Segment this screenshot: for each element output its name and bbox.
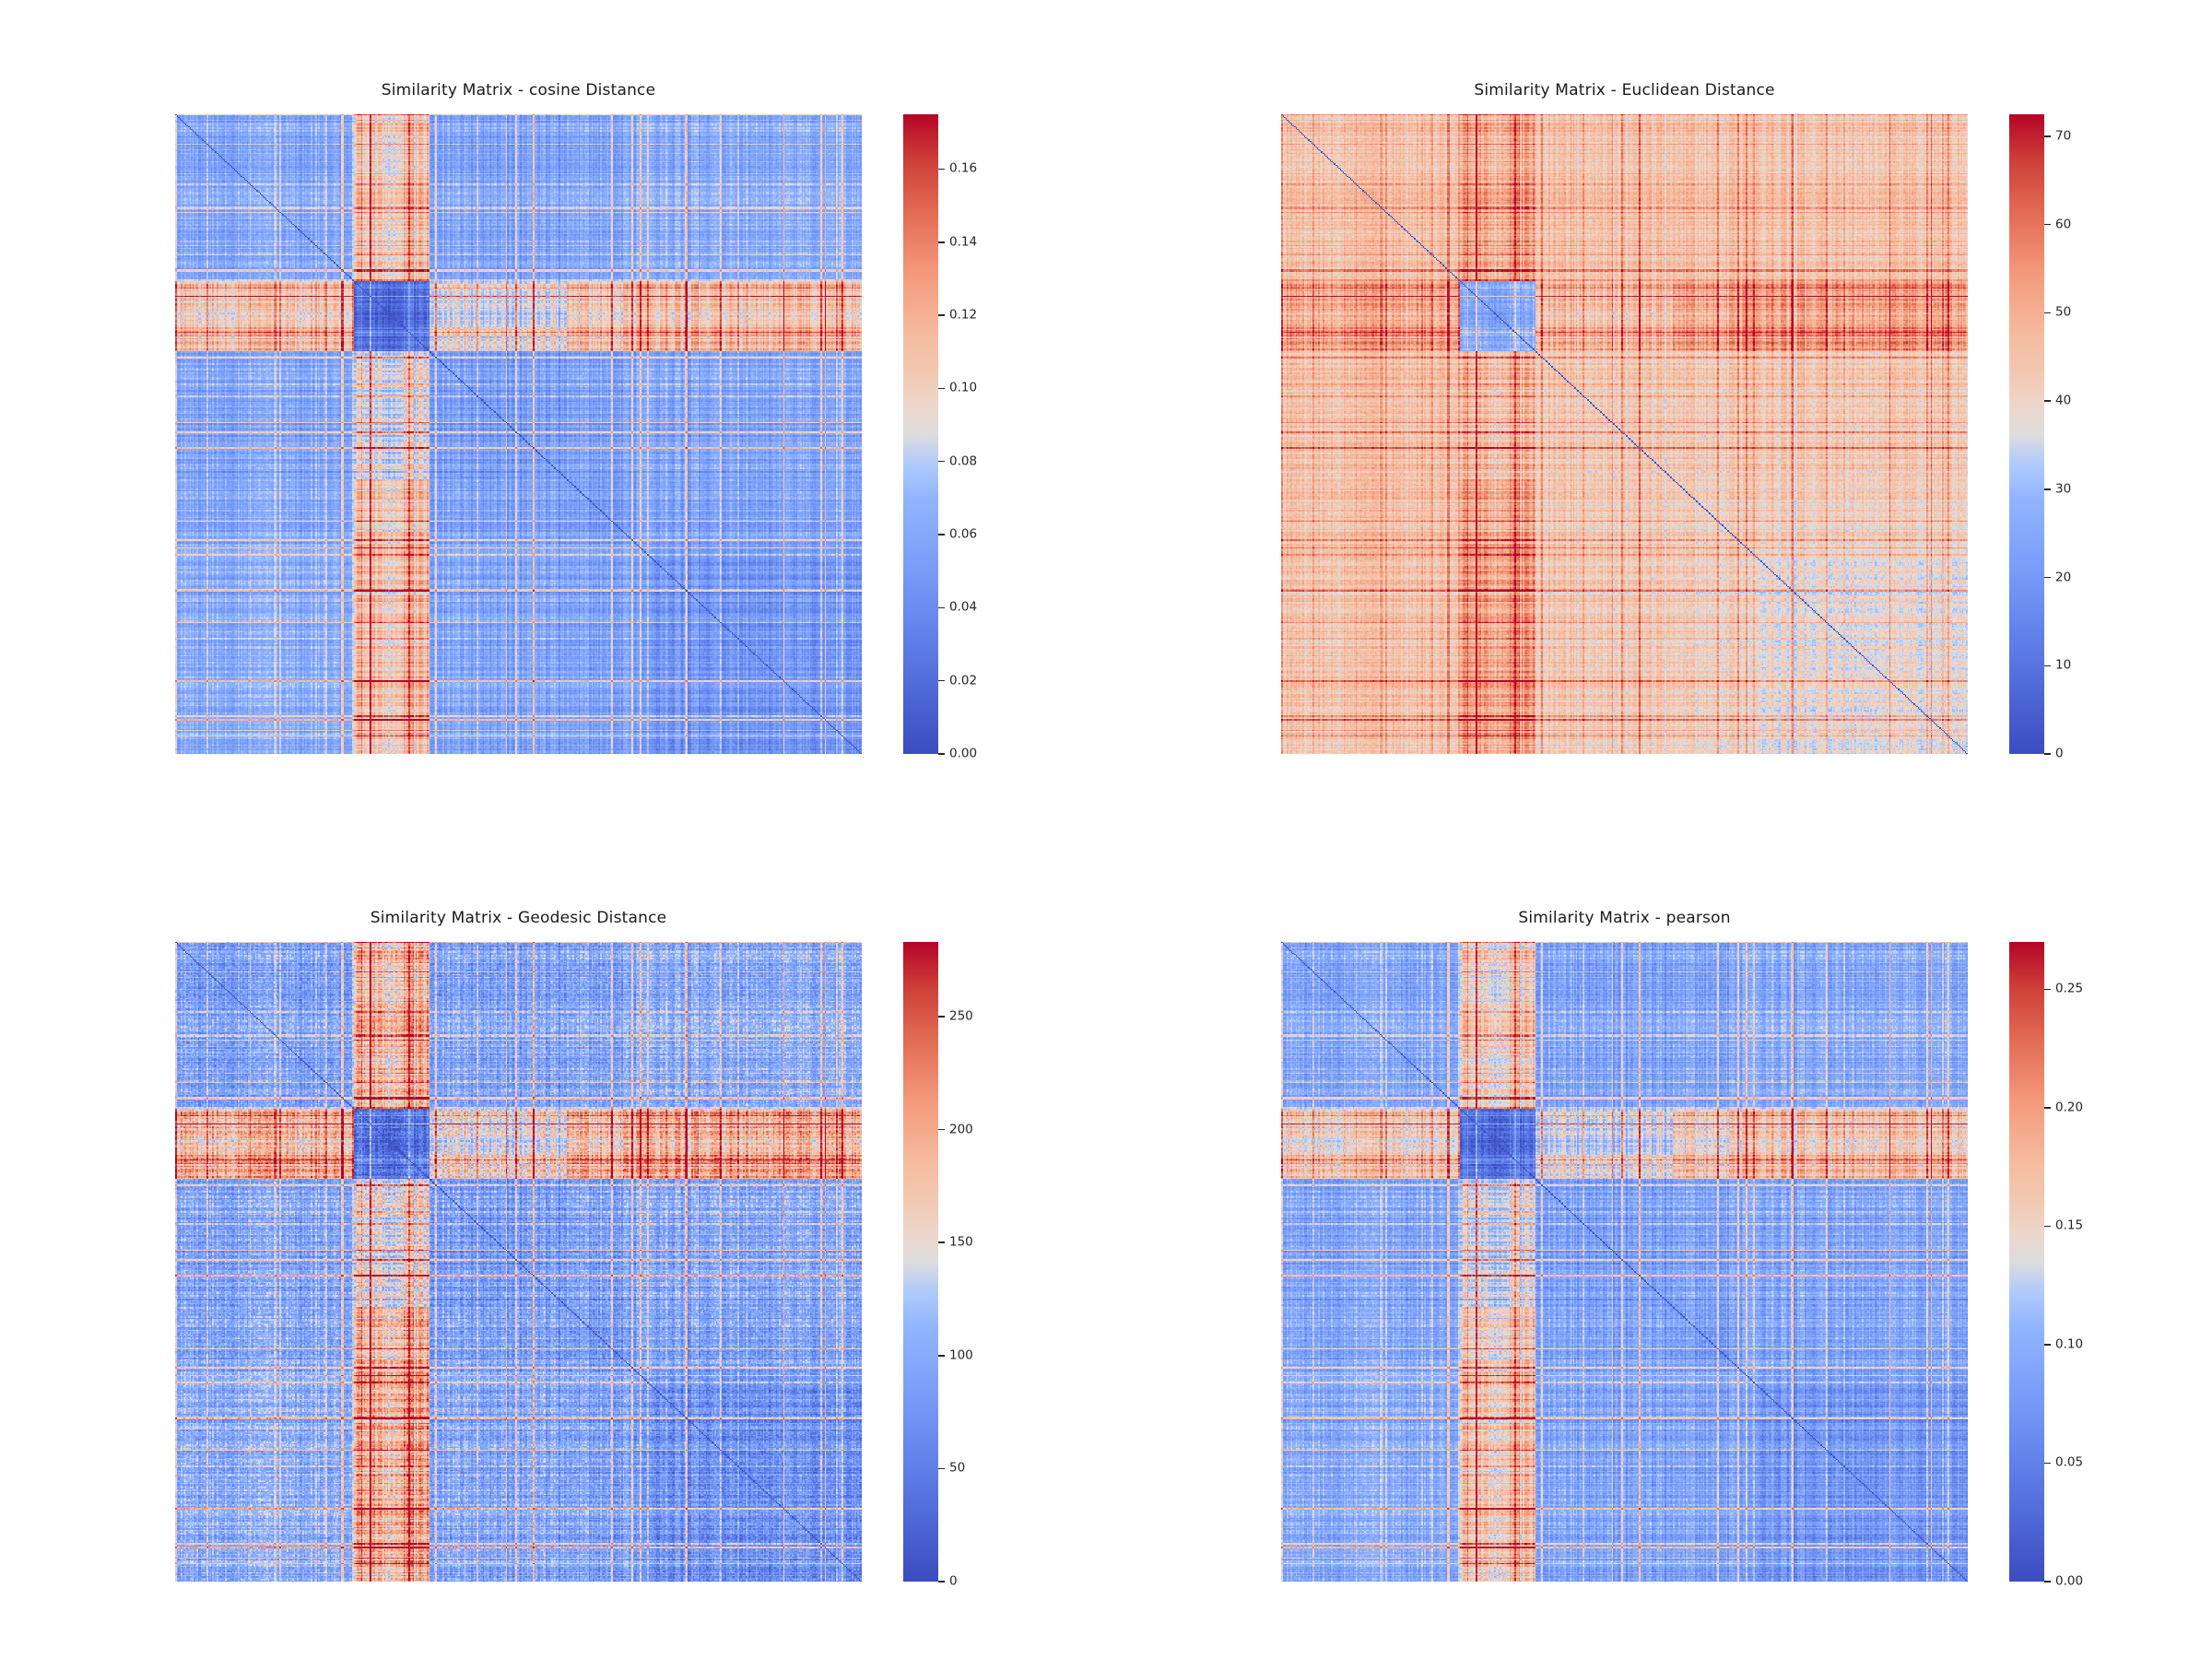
colorbar-tick-mark xyxy=(2044,753,2051,755)
colorbar-tick-label: 0.05 xyxy=(2055,1455,2084,1471)
colorbar-tick-label: 0.20 xyxy=(2055,1100,2084,1115)
colorbar-tick-label: 200 xyxy=(949,1122,973,1137)
colorbar-tick-mark xyxy=(938,1241,945,1243)
colorbar-tick-mark xyxy=(938,387,945,390)
colorbar-tick-label: 0 xyxy=(2055,746,2064,761)
colorbar-tick-label: 70 xyxy=(2055,128,2072,144)
colorbar-tick-label: 50 xyxy=(949,1461,966,1477)
panel-title-pearson: Similarity Matrix - pearson xyxy=(1518,909,1731,927)
colorbar-tick-label: 0.10 xyxy=(949,381,978,396)
colorbar-tick-mark xyxy=(2044,1581,2051,1583)
colorbar-tick-mark xyxy=(2044,1462,2051,1465)
heatmap-panel-euclidean: Similarity Matrix - Euclidean Distance 0… xyxy=(1281,70,2184,771)
colorbar-tick-label: 0.06 xyxy=(949,526,978,542)
colorbar-tick-label: 150 xyxy=(949,1234,973,1250)
colorbar-tick-mark xyxy=(2044,312,2051,314)
colorbar-tick-label: 30 xyxy=(2055,481,2072,497)
colorbar-tick-mark xyxy=(2044,1225,2051,1228)
heatmap-canvas-cosine xyxy=(175,114,862,754)
panel-title-euclidean: Similarity Matrix - Euclidean Distance xyxy=(1474,81,1775,100)
colorbar-tick-label: 0.04 xyxy=(949,600,978,616)
colorbar-tick-label: 100 xyxy=(949,1347,973,1363)
colorbar-euclidean: 0 10 20 30 40 50 60 70 xyxy=(2009,114,2071,761)
heatmap-panel-pearson: Similarity Matrix - pearson 0.00 0.05 0.10… xyxy=(1281,898,2184,1598)
colorbar-tick-mark xyxy=(2044,1344,2051,1346)
colorbar-ticks-pearson: 0.00 0.05 0.10 0.15 0.20 0.25 xyxy=(2009,942,2083,1589)
colorbar-tick-mark xyxy=(938,1355,945,1357)
colorbar-tick-mark xyxy=(2044,135,2051,137)
colorbar-tick-label: 0.00 xyxy=(2055,1573,2084,1589)
colorbar-tick-mark xyxy=(938,241,945,243)
colorbar-tick-mark xyxy=(2044,988,2051,991)
colorbar-tick-mark xyxy=(938,314,945,316)
colorbar-tick-mark xyxy=(2044,665,2051,667)
heatmap-canvas-pearson xyxy=(1281,942,1968,1582)
colorbar-tick-label: 0.12 xyxy=(949,307,978,323)
heatmap-canvas-euclidean xyxy=(1281,114,1968,754)
colorbar-tick-mark xyxy=(2044,1107,2051,1109)
colorbar-tick-mark xyxy=(938,1467,945,1470)
colorbar-tick-mark xyxy=(2044,576,2051,579)
colorbar-pearson: 0.00 0.05 0.10 0.15 0.20 0.25 xyxy=(2009,942,2083,1589)
panel-title-geodesic: Similarity Matrix - Geodesic Distance xyxy=(370,909,667,927)
colorbar-tick-mark xyxy=(938,460,945,463)
colorbar-gradient-geodesic xyxy=(903,942,938,1582)
colorbar-tick-label: 250 xyxy=(949,1008,973,1024)
colorbar-ticks-euclidean: 0 10 20 30 40 50 60 70 xyxy=(2009,114,2071,761)
colorbar-tick-label: 0.10 xyxy=(2055,1336,2084,1352)
colorbar-tick-label: 10 xyxy=(2055,657,2072,673)
colorbar-tick-label: 0.02 xyxy=(949,673,978,688)
colorbar-tick-label: 0.25 xyxy=(2055,982,2084,997)
colorbar-tick-label: 50 xyxy=(2055,305,2072,321)
colorbar-tick-mark xyxy=(2044,400,2051,402)
heatmap-canvas-geodesic xyxy=(175,942,862,1582)
colorbar-tick-mark xyxy=(938,679,945,682)
colorbar-ticks-geodesic: 0 50 100 150 200 250 xyxy=(903,942,973,1589)
colorbar-tick-mark xyxy=(938,1128,945,1131)
colorbar-tick-label: 20 xyxy=(2055,570,2072,585)
colorbar-gradient-pearson xyxy=(2009,942,2044,1582)
heatmap-panel-geodesic: Similarity Matrix - Geodesic Distance 0 5… xyxy=(175,898,1078,1598)
colorbar-tick-label: 0.15 xyxy=(2055,1218,2084,1234)
colorbar-geodesic: 0 50 100 150 200 250 xyxy=(903,942,973,1589)
colorbar-ticks-cosine: 0.00 0.02 0.04 0.06 0.08 0.10 0.12 0.14 0.16 xyxy=(903,114,977,761)
heatmap-panel-cosine: Similarity Matrix - cosine Distance 0.00… xyxy=(175,70,1078,771)
colorbar-tick-mark xyxy=(938,168,945,171)
colorbar-tick-mark xyxy=(2044,488,2051,490)
colorbar-tick-label: 0.16 xyxy=(949,161,978,177)
colorbar-cosine: 0.00 0.02 0.04 0.06 0.08 0.10 0.12 0.14 0.16 xyxy=(903,114,977,761)
colorbar-tick-label: 0.08 xyxy=(949,453,978,469)
colorbar-tick-mark xyxy=(938,1581,945,1583)
colorbar-gradient-euclidean xyxy=(2009,114,2044,754)
colorbar-tick-mark xyxy=(938,1016,945,1018)
colorbar-tick-label: 60 xyxy=(2055,217,2072,232)
colorbar-tick-label: 0.14 xyxy=(949,234,978,250)
colorbar-tick-mark xyxy=(938,606,945,609)
colorbar-tick-label: 0 xyxy=(949,1573,958,1589)
panel-title-cosine: Similarity Matrix - cosine Distance xyxy=(381,81,656,100)
colorbar-tick-label: 0.00 xyxy=(949,746,978,761)
colorbar-gradient-cosine xyxy=(903,114,938,754)
colorbar-tick-mark xyxy=(2044,223,2051,226)
colorbar-tick-label: 40 xyxy=(2055,393,2072,408)
colorbar-tick-mark xyxy=(938,534,945,535)
colorbar-tick-mark xyxy=(938,753,945,755)
